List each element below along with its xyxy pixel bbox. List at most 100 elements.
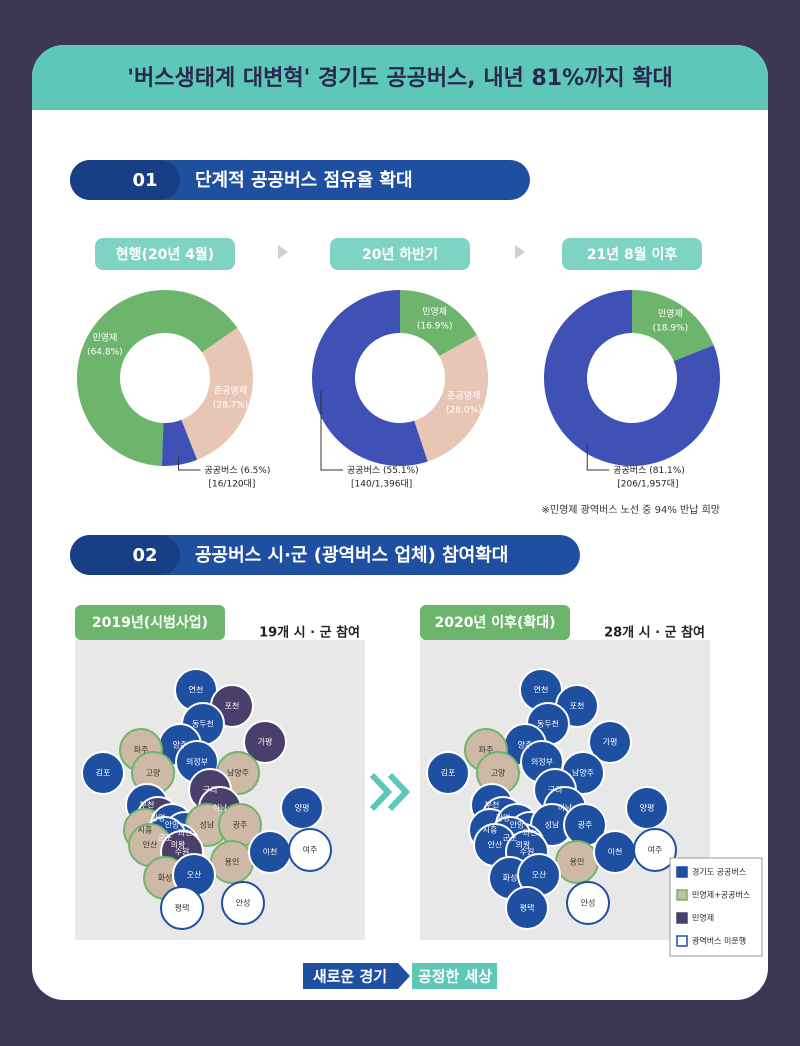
region-name: 여주 — [648, 845, 663, 855]
region — [288, 828, 332, 872]
donut-segment — [544, 290, 720, 467]
slice-category: 민영제 — [658, 309, 683, 320]
region-name: 부천 — [485, 800, 500, 810]
region-name: 안산 — [143, 840, 158, 850]
donut-segment — [414, 335, 488, 462]
arrow — [278, 245, 288, 259]
region — [243, 720, 287, 764]
donut-segment — [400, 290, 477, 357]
slice-value: (28.7%) — [213, 400, 249, 410]
region-name: 하남 — [213, 803, 228, 813]
region — [280, 786, 324, 830]
region-name: 의정부 — [186, 757, 208, 767]
region-name: 파주 — [134, 746, 149, 755]
region-name: 남양주 — [227, 769, 249, 778]
stage-label: 21년 8월 이후 — [587, 246, 678, 263]
chevrons — [369, 772, 411, 812]
map-tab — [75, 605, 225, 640]
region-name: 평택 — [520, 903, 535, 913]
region-name: 김포 — [96, 768, 111, 778]
arrow — [515, 245, 525, 259]
region-name: 화성 — [158, 874, 173, 883]
section-heading: 단계적 공공버스 점유율 확대 — [195, 170, 413, 191]
slice-note: [16/120대] — [208, 479, 255, 490]
region-name: 고양 — [491, 769, 506, 778]
region-name: 용인 — [225, 857, 240, 867]
region-name: 의정부 — [531, 757, 553, 767]
donut-segment — [161, 419, 198, 466]
map — [81, 668, 332, 930]
legend-swatch — [676, 935, 688, 947]
footer-arrow — [398, 963, 410, 989]
map-tab — [420, 605, 570, 640]
slice-category: 공공버스 — [204, 465, 237, 476]
footer-left: 새로운 경기 — [313, 968, 387, 986]
region-name: 평택 — [175, 903, 190, 913]
map-count: 28개 시 · 군 참여 — [604, 625, 705, 641]
region-name: 과천 — [178, 828, 193, 838]
slice-value: (81.1%) — [649, 466, 685, 476]
region-name: 양평 — [295, 803, 310, 813]
region-name: 화성 — [503, 874, 518, 883]
region-name: 과천 — [523, 828, 538, 838]
region-name: 남양주 — [572, 769, 594, 778]
region-name: 군포 — [503, 834, 518, 843]
region-name: 연천 — [534, 685, 549, 695]
region-name: 안산 — [488, 840, 503, 850]
header-band — [32, 45, 768, 110]
map-label: 2020년 이후(확대) — [434, 614, 555, 631]
legend-label: 민영제+공공버스 — [692, 890, 750, 900]
footnote: ※민영제 광역버스 노선 중 94% 반납 희망 — [542, 504, 720, 516]
region-name: 안성 — [236, 898, 251, 908]
donut-segment — [632, 290, 714, 362]
legend-swatch — [676, 912, 688, 924]
stage-label: 20년 하반기 — [362, 246, 438, 263]
slice-category: 공공버스 — [347, 465, 380, 476]
legend-label: 경기도 공공버스 — [692, 867, 746, 877]
region-name: 광주 — [233, 820, 248, 830]
region-name: 광명 — [496, 813, 511, 823]
legend-label: 민영제 — [692, 913, 714, 923]
region-name: 시흥 — [483, 825, 498, 835]
region — [633, 828, 677, 872]
slice-category: 민영제 — [92, 333, 117, 344]
region-name: 양평 — [640, 803, 655, 813]
region-name: 안성 — [581, 898, 596, 908]
region-name: 수원 — [175, 848, 190, 857]
region — [160, 886, 204, 930]
region-name: 시흥 — [138, 825, 153, 835]
slice-label: 공공버스 (6.5%) — [204, 465, 270, 476]
region-name: 구리 — [548, 786, 563, 795]
region-name: 안양 — [510, 820, 525, 830]
slice-value: (55.1%) — [383, 466, 419, 476]
leader-line — [177, 456, 201, 471]
region-name: 의왕 — [516, 840, 531, 850]
slice-category: 준공영제 — [214, 385, 247, 396]
region-name: 안양 — [165, 820, 180, 830]
region — [426, 751, 470, 795]
legend-label: 광역버스 미운행 — [692, 936, 746, 946]
region-name: 군포 — [158, 834, 173, 843]
region-name: 오산 — [532, 870, 547, 880]
stage-pill — [330, 238, 470, 270]
region-name: 수원 — [520, 848, 535, 857]
region-name: 파주 — [479, 746, 494, 755]
slice-note: [206/1,957대] — [617, 479, 678, 490]
slice-category: 준공영제 — [447, 390, 480, 401]
section-number: 02 — [132, 545, 157, 566]
donut-segment — [77, 290, 238, 466]
donut-segment — [181, 327, 253, 460]
region-name: 성남 — [545, 821, 560, 830]
stage-pill — [562, 238, 702, 270]
region-name: 동두천 — [537, 719, 559, 729]
region-name: 광주 — [578, 820, 593, 830]
region — [81, 751, 125, 795]
section-bar — [70, 535, 580, 575]
region-name: 김포 — [441, 768, 456, 778]
legend-swatch — [676, 889, 688, 901]
slice-label: 공공버스 (81.1%) — [613, 465, 685, 476]
slice-value: (28.0%) — [446, 405, 482, 415]
region-name: 가평 — [258, 737, 273, 747]
region-name: 양주 — [518, 741, 533, 750]
